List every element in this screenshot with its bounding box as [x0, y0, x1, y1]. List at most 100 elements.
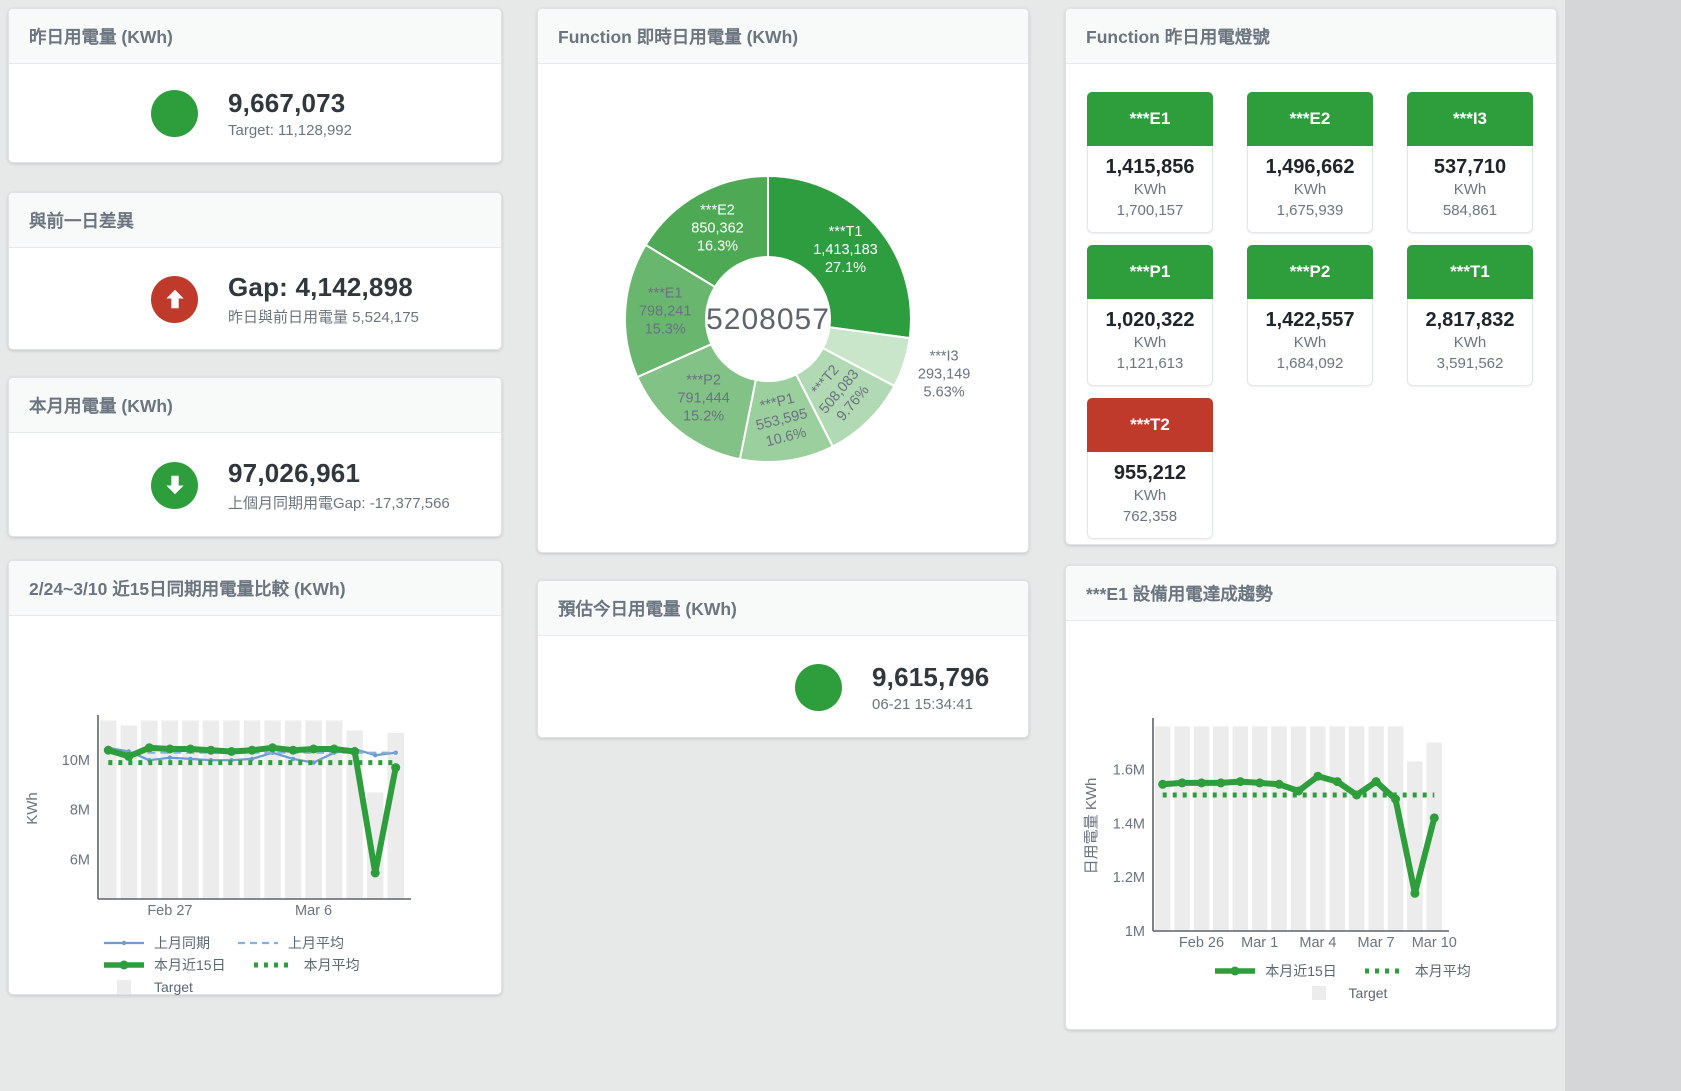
- series-marker: [329, 744, 339, 754]
- target-bar: [387, 732, 404, 899]
- tile-target-value: 1,121,613: [1116, 355, 1184, 372]
- y-axis-label: 日用電量 KWh: [1083, 778, 1100, 875]
- legend-item[interactable]: 本月平均: [1363, 961, 1471, 981]
- tile-device-name: ***P2: [1247, 245, 1373, 299]
- legend-item[interactable]: 上月平均: [236, 933, 344, 953]
- tile-device-name: ***T1: [1407, 245, 1533, 299]
- kpi-text: 9,615,796 06-21 15:34:41: [872, 662, 989, 713]
- series-marker: [1216, 778, 1226, 788]
- down-arrow-icon: [151, 461, 198, 509]
- series-marker: [370, 868, 380, 878]
- target-bar: [1290, 726, 1307, 931]
- card-title-text: Function 即時日用電量 (KWh): [558, 26, 799, 47]
- kpi-body: 9,615,796 06-21 15:34:41: [538, 636, 1028, 738]
- tile-body: 1,020,322 KWh 1,121,613: [1088, 308, 1212, 385]
- chart-legend: 上月同期 上月平均 本月近15日 本月平均 Target: [102, 932, 501, 998]
- target-bar: [1155, 726, 1171, 931]
- target-bar: [1368, 726, 1384, 931]
- card-title-text: 昨日用電量 (KWh): [29, 26, 173, 47]
- tile-body: 537,710 KWh 584,861: [1408, 155, 1532, 232]
- comparison-line-chart[interactable]: 6M 8M 10M Feb 27 Mar 6 KWh: [9, 616, 503, 928]
- pie-segment-T1[interactable]: [767, 174, 912, 340]
- card-title: 與前一日差異: [9, 193, 501, 248]
- target-bar: [100, 720, 117, 899]
- series-marker: [1429, 813, 1439, 823]
- x-axis-tick: Mar 4: [1299, 935, 1336, 951]
- series-marker: [227, 747, 236, 756]
- x-axis-tick: Mar 1: [1241, 935, 1278, 951]
- realtime-usage-donut-chart[interactable]: ***T1 1,413,183 27.1%***I3 293,149 5.63%***T…: [538, 64, 1030, 547]
- card-title: Function 即時日用電量 (KWh): [538, 9, 1028, 64]
- legend-item[interactable]: Target: [102, 979, 193, 995]
- up-arrow-icon: [151, 275, 198, 323]
- kpi-text: 9,667,073 Target: 11,128,992: [228, 88, 352, 139]
- legend-item[interactable]: 本月平均: [252, 955, 360, 975]
- series-marker: [391, 763, 401, 773]
- series-marker: [185, 744, 195, 754]
- legend-item[interactable]: 本月近15日: [1213, 961, 1337, 981]
- chart-legend: 本月近15日 本月平均 Target: [1153, 960, 1531, 1004]
- card-title-text: Function 昨日用電燈號: [1086, 26, 1270, 47]
- legend-row: 本月近15日 本月平均: [1153, 960, 1531, 982]
- legend-row: Target: [102, 976, 501, 998]
- target-bar: [305, 720, 322, 899]
- series-marker: [288, 745, 298, 755]
- target-bar: [1174, 726, 1190, 931]
- series-marker: [167, 755, 173, 760]
- tile-device-name: ***E1: [1087, 92, 1213, 146]
- kpi-text: 97,026,961 上個月同期用電Gap: -17,377,566: [228, 458, 450, 513]
- series-marker: [1158, 779, 1168, 789]
- target-bar: [202, 720, 220, 899]
- card-title: 預估今日用電量 (KWh): [538, 581, 1028, 636]
- status-light-tile: ***I3 537,710 KWh 584,861: [1407, 92, 1533, 233]
- pie-segment-E2[interactable]: [644, 174, 769, 289]
- target-bar: [1329, 726, 1345, 931]
- tile-value: 1,415,856: [1105, 156, 1195, 178]
- card-title-text: 2/24~3/10 近15日同期用電量比較 (KWh): [29, 578, 346, 599]
- legend-line-sample-icon: [1215, 966, 1256, 976]
- tile-value: 1,496,662: [1265, 156, 1355, 178]
- series-marker: [103, 745, 113, 755]
- kpi-subtitle: 昨日與前日用電量 5,524,175: [228, 308, 419, 326]
- tile-target-value: 3,591,562: [1436, 355, 1504, 372]
- target-bar: [1348, 726, 1365, 931]
- legend-label: 上月同期: [154, 935, 210, 951]
- e1-trend-line-chart[interactable]: 1M 1.2M 1.4M 1.6M Feb 26 Mar 1 Mar 4 Mar 7 Mar 1…: [1066, 621, 1558, 956]
- kpi-subtitle: 上個月同期用電Gap: -17,377,566: [228, 494, 450, 512]
- pie-label: ***E2 850,362 16.3%: [691, 202, 743, 254]
- series-marker: [290, 756, 296, 762]
- target-bar: [1407, 761, 1423, 931]
- series-marker: [1235, 777, 1245, 787]
- series-marker: [1255, 778, 1265, 788]
- legend-item[interactable]: Target: [1297, 985, 1388, 1001]
- x-axis-tick: Feb 26: [1179, 935, 1224, 951]
- series-marker: [247, 745, 257, 755]
- status-light-grid: ***E1 1,415,856 KWh 1,700,157 ***E2 1,496,662…: [1066, 64, 1556, 539]
- tile-unit: KWh: [1133, 487, 1167, 504]
- card-title-text: ***E1 設備用電達成趨勢: [1086, 583, 1273, 604]
- tile-body: 955,212 KWh 762,358: [1088, 461, 1212, 538]
- card-title-text: 預估今日用電量 (KWh): [558, 598, 737, 619]
- series-marker: [249, 756, 255, 762]
- tile-unit: KWh: [1293, 181, 1327, 198]
- target-bar: [223, 720, 240, 899]
- card-day-gap: 與前一日差異 Gap: 4,142,898 昨日與前日用電量 5,524,175: [8, 192, 502, 350]
- legend-item[interactable]: 本月近15日: [102, 955, 226, 975]
- legend-label: 本月平均: [303, 957, 360, 973]
- legend-item[interactable]: 上月同期: [102, 933, 210, 953]
- kpi-value: Gap: 4,142,898: [228, 271, 413, 302]
- kpi-subtitle: 06-21 15:34:41: [872, 695, 973, 713]
- target-bar: [284, 720, 302, 899]
- legend-label: 本月近15日: [1265, 963, 1337, 979]
- kpi-body: Gap: 4,142,898 昨日與前日用電量 5,524,175: [9, 248, 501, 350]
- y-axis-tick: 1M: [1125, 924, 1145, 940]
- card-title: Function 昨日用電燈號: [1066, 9, 1556, 64]
- legend-label: Target: [1348, 985, 1388, 1001]
- status-circle-icon: [795, 663, 842, 711]
- tile-device-name: ***P1: [1087, 245, 1213, 299]
- series-marker: [1197, 778, 1206, 788]
- legend-row: 上月同期 上月平均: [102, 932, 501, 954]
- tile-body: 1,422,557 KWh 1,684,092: [1248, 308, 1372, 385]
- target-bar: [1193, 726, 1210, 931]
- card-title: 昨日用電量 (KWh): [9, 9, 501, 64]
